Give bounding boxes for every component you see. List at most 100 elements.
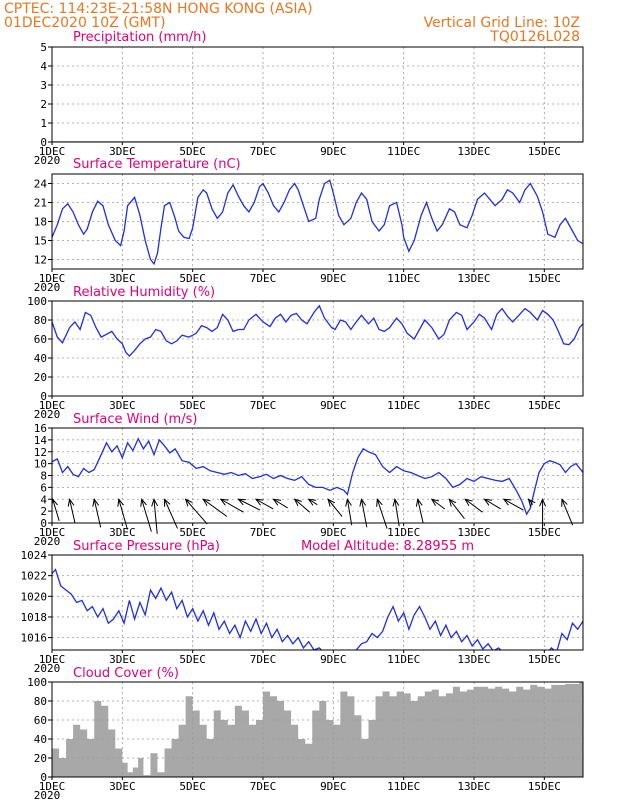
panel-title: Relative Humidity (%) xyxy=(73,285,215,300)
x-tick-label: 7DEC xyxy=(250,653,277,666)
cloud-cover-panel: Cloud Cover (%) 0 20 40 60 80 100 1DEC 3DEC 5DEC… xyxy=(27,666,584,800)
x-tick-label: 11DEC xyxy=(387,780,420,793)
wind-vector-arrow xyxy=(186,499,208,525)
precipitation-panel: Precipitation (mm/h) 0 1 2 3 4 5 1DEC 3DEC 5DEC 7… xyxy=(34,30,584,167)
y-tick-label: 10 xyxy=(34,458,47,471)
x-tick-label: 7DEC xyxy=(250,399,277,412)
y-tick-label: 0 xyxy=(40,390,47,403)
wind-vector-arrow xyxy=(377,499,388,529)
y-tick-label: 24 xyxy=(34,178,48,191)
x-tick-label: 11DEC xyxy=(387,272,420,285)
y-tick-label: 16 xyxy=(34,422,47,435)
x-tick-label: 1DEC xyxy=(39,653,66,666)
wind-vector-arrow xyxy=(154,499,157,534)
cloud-cover-area xyxy=(52,682,583,777)
y-tick-label: 4 xyxy=(40,493,47,506)
x-tick-label: 7DEC xyxy=(250,780,277,793)
x-tick-label: 7DEC xyxy=(250,526,277,539)
x-tick-label: 5DEC xyxy=(179,399,206,412)
x-tick-label: 1DEC xyxy=(39,780,66,793)
x-tick-label: 9DEC xyxy=(320,653,347,666)
y-tick-label: 40 xyxy=(34,352,47,365)
panel-title: Surface Temperature (nC) xyxy=(73,157,241,172)
wind-vector-arrow xyxy=(53,499,60,521)
y-tick-label: 2 xyxy=(40,98,47,111)
header-model-id: TQ0126L028 xyxy=(489,29,580,45)
panel-title: Precipitation (mm/h) xyxy=(73,30,206,45)
y-tick-label: 1016 xyxy=(21,632,48,645)
x-tick-label: 5DEC xyxy=(179,526,206,539)
y-tick-label: 4 xyxy=(40,60,47,73)
y-tick-label: 100 xyxy=(27,676,47,689)
wind-vector-arrow xyxy=(256,499,274,510)
x-tick-label: 15DEC xyxy=(528,780,561,793)
x-tick-label: 7DEC xyxy=(250,145,277,158)
year-label: 2020 xyxy=(34,154,61,167)
surface-pressure-panel: Surface Pressure (hPa) Model Altitude: 8… xyxy=(21,539,584,675)
wind-vector-arrow xyxy=(309,499,318,504)
y-tick-label: 80 xyxy=(34,314,47,327)
y-tick-label: 8 xyxy=(40,470,47,483)
temperature-line xyxy=(52,179,583,266)
x-tick-label: 3DEC xyxy=(109,780,136,793)
wind-vector-arrow xyxy=(221,499,244,513)
x-tick-label: 13DEC xyxy=(457,780,490,793)
plot-frame xyxy=(51,173,584,270)
year-label: 2020 xyxy=(34,789,61,800)
y-tick-label: 5 xyxy=(40,41,47,54)
y-tick-label: 3 xyxy=(40,79,47,92)
x-tick-label: 1DEC xyxy=(39,526,66,539)
year-label: 2020 xyxy=(34,662,61,675)
x-tick-label: 1DEC xyxy=(39,145,66,158)
x-tick-label: 11DEC xyxy=(387,399,420,412)
x-tick-label: 1DEC xyxy=(39,272,66,285)
y-tick-label: 21 xyxy=(34,197,47,210)
x-tick-label: 11DEC xyxy=(387,145,420,158)
plot-frame xyxy=(51,427,584,524)
y-tick-label: 2 xyxy=(40,505,47,518)
y-tick-label: 15 xyxy=(34,235,47,248)
x-tick-label: 3DEC xyxy=(109,653,136,666)
plot-frame xyxy=(51,681,584,778)
panel-title: Cloud Cover (%) xyxy=(73,666,179,681)
y-tick-label: 1 xyxy=(40,117,47,130)
wind-vector-arrow xyxy=(347,499,353,526)
header-run-time: 01DEC2020 10Z (GMT) xyxy=(4,15,166,31)
year-label: 2020 xyxy=(34,281,61,294)
wind-vector-arrow xyxy=(328,499,343,517)
wind-vector-arrow xyxy=(238,499,261,511)
y-tick-label: 0 xyxy=(40,517,47,530)
x-tick-label: 9DEC xyxy=(320,526,347,539)
wind-vector-arrow xyxy=(70,499,76,524)
relative-humidity-panel: Relative Humidity (%) 0 20 40 60 80 100 1DEC 3D… xyxy=(27,285,584,421)
x-tick-label: 3DEC xyxy=(109,399,136,412)
year-label: 2020 xyxy=(34,535,61,548)
x-tick-label: 7DEC xyxy=(250,272,277,285)
wind-vector-arrow xyxy=(274,499,288,509)
y-tick-label: 100 xyxy=(27,295,47,308)
y-tick-label: 1022 xyxy=(21,570,48,583)
x-tick-label: 11DEC xyxy=(387,653,420,666)
x-tick-label: 9DEC xyxy=(320,272,347,285)
y-tick-label: 40 xyxy=(34,733,47,746)
x-tick-label: 13DEC xyxy=(457,399,490,412)
wind-vector-arrow xyxy=(465,499,483,513)
pressure-line xyxy=(52,568,583,650)
x-tick-label: 9DEC xyxy=(320,145,347,158)
x-tick-label: 5DEC xyxy=(179,780,206,793)
wind-vector-arrow xyxy=(528,499,532,504)
y-tick-label: 12 xyxy=(34,446,47,459)
x-tick-label: 13DEC xyxy=(457,526,490,539)
x-tick-label: 15DEC xyxy=(528,145,561,158)
wind-vector-arrow xyxy=(395,499,400,527)
wind-vector-arrow xyxy=(485,499,501,510)
y-tick-label: 18 xyxy=(34,216,47,229)
wind-vector-arrow xyxy=(203,499,228,517)
y-tick-label: 6 xyxy=(40,481,47,494)
wind-vector-arrow xyxy=(295,499,311,513)
x-tick-label: 3DEC xyxy=(109,272,136,285)
x-tick-label: 15DEC xyxy=(528,526,561,539)
wind-vector-arrow xyxy=(432,499,446,510)
